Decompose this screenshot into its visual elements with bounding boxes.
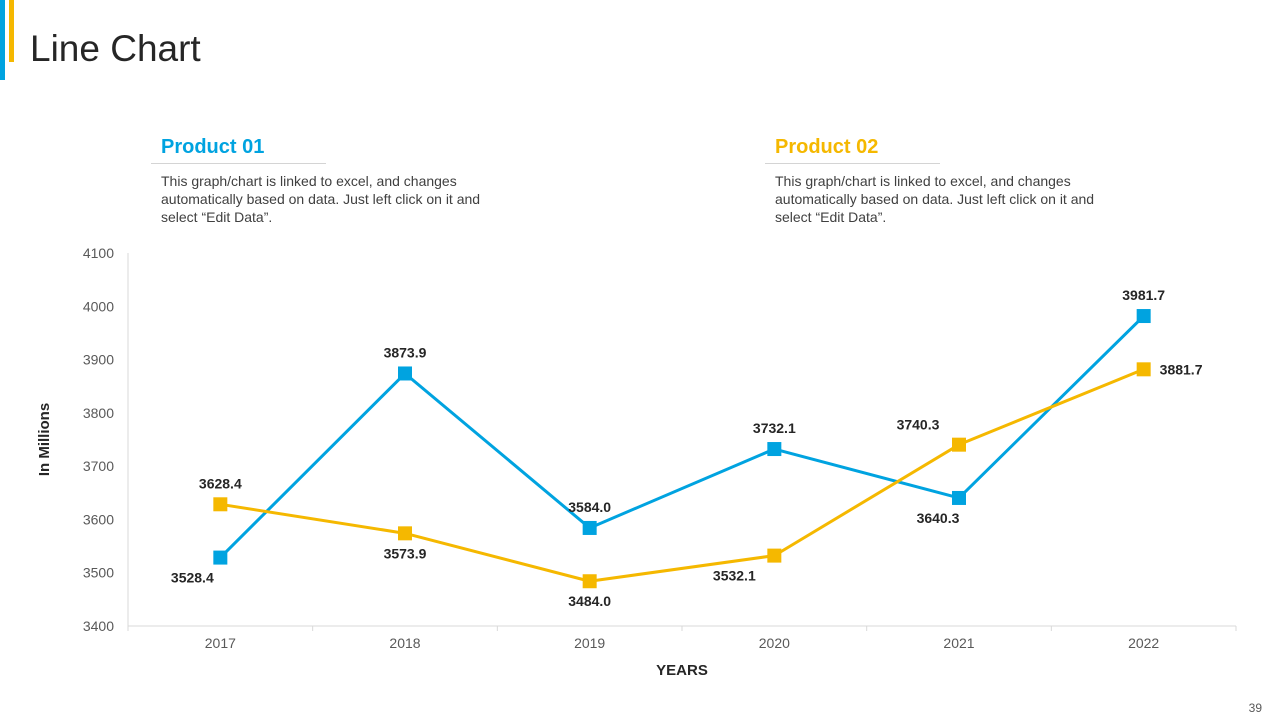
data-point-marker[interactable] [952, 490, 966, 505]
data-point-marker[interactable] [213, 550, 228, 565]
x-axis-title: YEARS [656, 662, 708, 679]
x-tick-label: 2019 [574, 635, 605, 651]
data-point-marker[interactable] [213, 497, 228, 512]
y-tick-label: 3400 [83, 618, 114, 634]
y-tick-label: 4100 [83, 245, 114, 261]
x-tick-label: 2020 [759, 635, 790, 651]
product-02-description: This graph/chart is linked to excel, and… [775, 173, 1095, 225]
page-number: 39 [1248, 701, 1262, 715]
series-line-2 [220, 367, 1145, 583]
data-point-marker[interactable] [767, 548, 782, 563]
y-tick-label: 4000 [83, 298, 114, 314]
product-01-legend-block: Product 01 This graph/chart is linked to… [151, 136, 511, 226]
data-label: 3873.9 [384, 344, 427, 360]
product-01-divider [151, 163, 326, 164]
data-label: 3528.4 [171, 570, 214, 586]
data-label: 3573.9 [384, 545, 427, 561]
title-accent-bar-gold [9, 0, 14, 62]
y-tick-label: 3900 [83, 352, 114, 368]
y-tick-label: 3800 [83, 405, 114, 421]
x-tick-label: 2022 [1128, 635, 1159, 651]
data-point-marker[interactable] [1136, 309, 1151, 324]
data-point-marker[interactable] [582, 574, 597, 589]
y-tick-label: 3600 [83, 511, 114, 527]
data-label: 3640.3 [917, 510, 960, 526]
x-tick-label: 2021 [943, 635, 974, 651]
data-label: 3732.1 [753, 420, 796, 436]
data-point-marker[interactable] [952, 437, 966, 452]
data-label: 3740.3 [897, 417, 940, 433]
data-label: 3584.0 [568, 499, 611, 515]
title-accent-bar-blue [0, 0, 5, 80]
product-01-heading: Product 01 [161, 136, 265, 158]
y-tick-label: 3700 [83, 458, 114, 474]
product-01-description: This graph/chart is linked to excel, and… [161, 173, 481, 225]
x-tick-label: 2017 [205, 635, 236, 651]
y-axis-title: In Millions [36, 403, 53, 476]
data-point-marker[interactable] [398, 366, 412, 381]
data-label: 3532.1 [713, 568, 756, 584]
x-tick-label: 2018 [389, 635, 420, 651]
data-point-marker[interactable] [767, 442, 782, 457]
product-02-legend-block: Product 02 This graph/chart is linked to… [765, 136, 1125, 226]
data-label: 3981.7 [1122, 287, 1165, 303]
data-label: 3484.0 [568, 593, 611, 609]
data-point-marker[interactable] [1136, 362, 1151, 377]
product-02-divider [765, 163, 940, 164]
data-label: 3881.7 [1160, 361, 1203, 377]
y-tick-label: 3500 [83, 565, 114, 581]
data-point-marker[interactable] [398, 526, 412, 541]
page-title: Line Chart [30, 28, 201, 69]
data-label: 3628.4 [199, 475, 242, 491]
product-02-heading: Product 02 [775, 136, 879, 158]
data-point-marker[interactable] [582, 520, 597, 535]
series-line-1 [219, 314, 1145, 559]
